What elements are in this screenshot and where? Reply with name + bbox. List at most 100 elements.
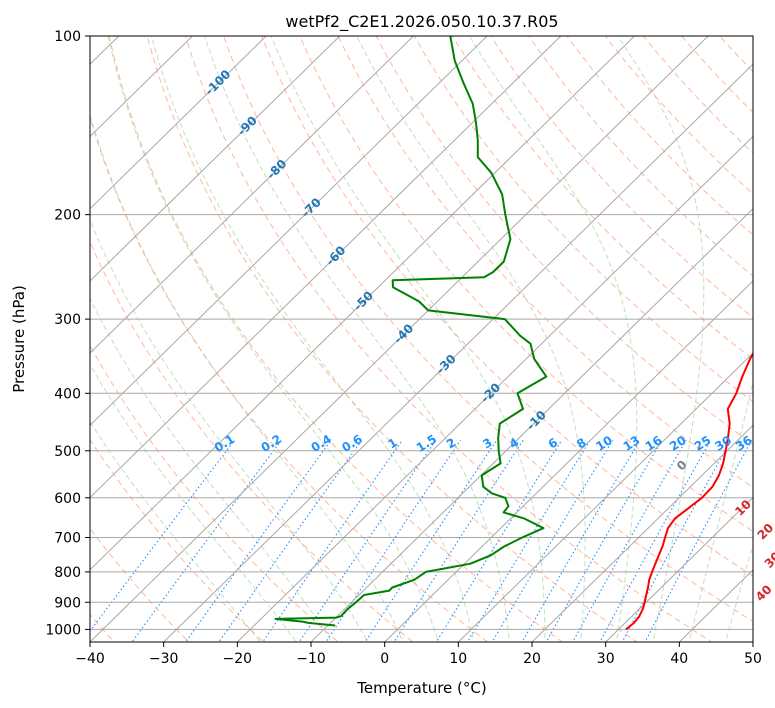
y-tick-label: 700 <box>54 531 81 547</box>
x-axis: −40 −30 −20 −10 0 10 20 30 40 50 <box>75 642 762 667</box>
moist-adiabat-label: 30 <box>762 549 775 571</box>
mixing-ratio-line <box>521 440 641 642</box>
mixing-ratio-line <box>621 440 732 642</box>
x-tick-label: −30 <box>149 651 179 667</box>
mixing-ratio-line <box>644 440 753 642</box>
plot-frame <box>89 35 754 643</box>
isotherm <box>90 36 415 354</box>
isotherm <box>678 569 753 642</box>
dry-adiabats <box>90 36 753 642</box>
y-tick-label: 300 <box>54 312 81 328</box>
mixing-ratio-label: 3 <box>480 435 495 451</box>
mixing-ratio-label: 1.5 <box>414 432 439 455</box>
dry-adiabat <box>108 36 564 642</box>
isotherm <box>310 207 753 642</box>
isotherm <box>90 36 562 499</box>
moist-adiabat <box>468 36 638 642</box>
y-tick-label: 200 <box>54 208 81 224</box>
dewpoint-trace <box>274 36 548 627</box>
dry-adiabat-label: -100 <box>202 67 233 98</box>
mixing-ratio-line <box>262 439 403 642</box>
dry-adiabat <box>184 36 713 642</box>
x-tick-label: −20 <box>223 651 253 667</box>
y-tick-label: 900 <box>54 595 81 611</box>
dry-adiabat <box>90 115 489 642</box>
dry-adiabat <box>718 36 753 73</box>
moist-adiabat-label: 20 <box>755 521 775 543</box>
x-tick-label: 10 <box>449 651 467 667</box>
isobars <box>90 36 753 630</box>
moist-adiabat <box>724 543 753 642</box>
dry-adiabat <box>451 36 753 360</box>
mixing-ratio-label: 0.6 <box>339 432 364 455</box>
isotherm <box>90 36 709 642</box>
mixing-ratio-label: 2 <box>444 435 459 451</box>
mixing-ratio-label: 0.2 <box>259 432 284 455</box>
dry-adiabat <box>413 36 753 403</box>
moist-adiabat <box>90 218 369 642</box>
x-tick-label: 30 <box>597 651 615 667</box>
moist-adiabat <box>151 36 475 642</box>
mixing-ratio-line <box>572 440 687 642</box>
moist-adiabat <box>356 36 586 642</box>
temperature-trace <box>625 351 753 631</box>
x-tick-label: 40 <box>670 651 688 667</box>
x-tick-label: −40 <box>75 651 105 667</box>
dry-adiabat <box>223 36 753 623</box>
mixing-ratio-line <box>298 439 437 642</box>
isotherm <box>90 36 341 282</box>
dry-adiabat <box>299 36 753 533</box>
isotherm <box>90 36 267 210</box>
moist-adiabat <box>107 36 439 642</box>
sounding-traces <box>274 36 753 631</box>
isotherm <box>162 63 753 642</box>
dry-adiabat <box>528 36 753 277</box>
mixing-ratio-line <box>545 440 663 642</box>
y-tick-label: 400 <box>54 386 81 402</box>
isotherms <box>90 36 753 642</box>
dry-adiabat <box>642 36 753 154</box>
dry-adiabat <box>337 36 753 489</box>
isotherm <box>90 36 194 138</box>
dry-adiabat <box>375 36 753 445</box>
x-tick-label: 20 <box>523 651 541 667</box>
isotherm <box>90 36 488 427</box>
mixing-ratio-line <box>491 440 614 642</box>
mixing-ratio-line <box>218 439 363 642</box>
y-tick-label: 1000 <box>45 622 81 638</box>
mixing-ratio-line <box>435 440 563 642</box>
freezing-level-label: 0 <box>674 458 690 474</box>
x-tick-label: 50 <box>744 651 762 667</box>
y-tick-label: 100 <box>54 29 81 45</box>
moist-adiabat <box>90 363 297 642</box>
isotherm <box>457 352 753 642</box>
y-tick-label: 800 <box>54 565 81 581</box>
dry-adiabat <box>90 438 265 642</box>
dry-adiabat <box>90 240 414 642</box>
isotherm <box>236 135 753 642</box>
chart-title: wetPf2_C2E1.2026.050.10.37.R05 <box>285 12 558 32</box>
moist-adiabat <box>617 36 705 642</box>
moist-adiabat <box>90 297 333 642</box>
dry-adiabat <box>490 36 753 319</box>
x-tick-label: 0 <box>380 651 389 667</box>
mixing-ratio-lines <box>90 439 753 642</box>
x-axis-title: Temperature (°C) <box>356 679 486 697</box>
isotherm <box>383 280 753 642</box>
mixing-ratio-line <box>90 439 236 632</box>
mixing-ratio-line <box>325 439 461 642</box>
mixing-ratio-line <box>364 439 498 642</box>
moist-adiabat <box>270 36 546 642</box>
mixing-ratio-line <box>466 440 591 642</box>
dry-adiabat <box>146 36 638 642</box>
isotherm <box>604 496 753 642</box>
mixing-ratio-line <box>599 440 712 642</box>
y-tick-label: 500 <box>54 444 81 460</box>
dry-adiabat <box>261 36 753 577</box>
x-tick-label: −10 <box>296 651 326 667</box>
mixing-ratio-label: 6 <box>546 435 561 451</box>
y-axis-title: Pressure (hPa) <box>10 285 28 393</box>
mixing-ratio-label: 0.1 <box>212 432 237 455</box>
moist-adiabat-label: 40 <box>753 582 775 604</box>
